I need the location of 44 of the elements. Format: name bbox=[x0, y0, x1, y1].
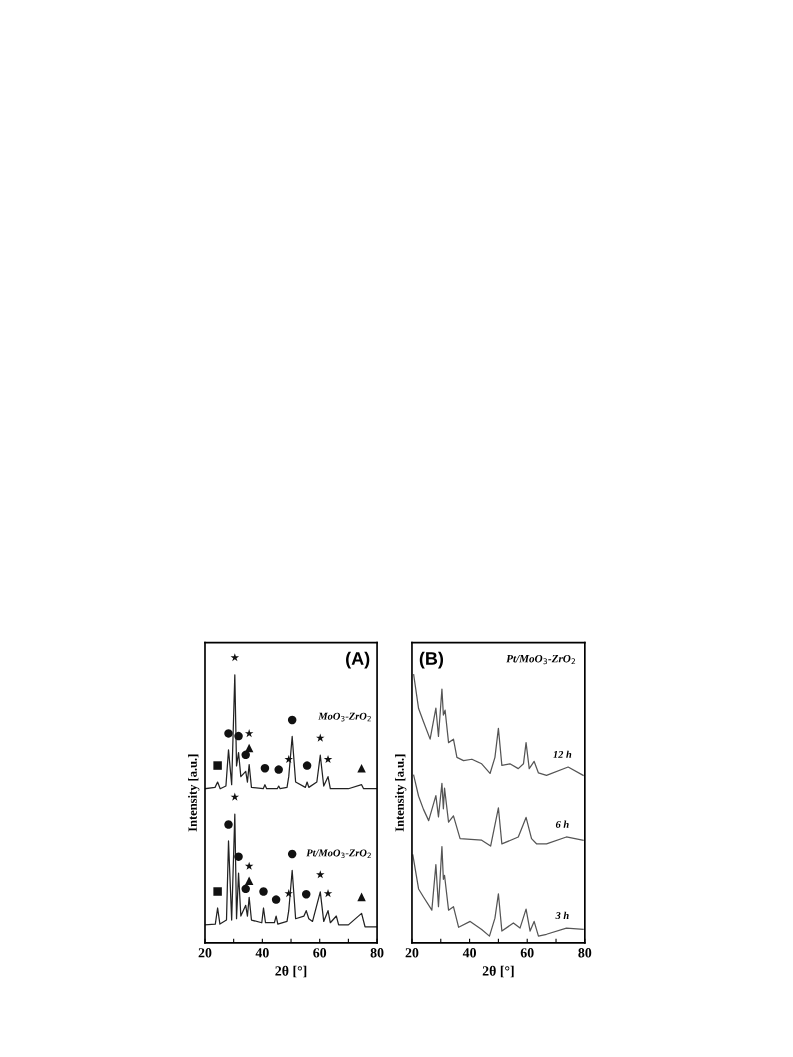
y-axis-title: Intensity [a.u.] bbox=[395, 754, 407, 832]
x-axis-title: 2θ [°] bbox=[482, 965, 514, 978]
annotation: ● bbox=[301, 889, 311, 899]
series-label: 6 h bbox=[555, 820, 569, 828]
x-tick-label: 20 bbox=[405, 948, 419, 958]
x-tick-label: 80 bbox=[370, 948, 384, 958]
annotation: ● bbox=[224, 729, 233, 738]
x-tick-label: 40 bbox=[462, 948, 476, 958]
text: MoO$_{3}$-ZrO$_{2}$ bbox=[318, 712, 371, 722]
x-tick-label: 40 bbox=[255, 948, 269, 958]
annotation: ■ bbox=[213, 761, 222, 770]
annotation: ★ bbox=[323, 889, 333, 898]
x-tick-label: 60 bbox=[313, 948, 327, 958]
y-axis-title: Intensity [a.u.] bbox=[188, 754, 200, 832]
x-tick-label: 20 bbox=[198, 948, 212, 958]
series-label: Pt/MoO$_{3}$-ZrO$_{2}$ bbox=[306, 849, 371, 859]
annotation: ● bbox=[287, 849, 297, 859]
annotation: ● bbox=[287, 715, 297, 725]
series-label: 3 h bbox=[555, 911, 569, 920]
annotation: ▲ bbox=[244, 876, 254, 886]
chart-title: (A) bbox=[346, 651, 370, 669]
annotation: ★ bbox=[230, 792, 240, 801]
annotation: ● bbox=[224, 820, 233, 829]
annotation: ★ bbox=[244, 861, 254, 870]
chart-title: (B) bbox=[419, 651, 444, 669]
annotation: ● bbox=[271, 895, 281, 904]
x-axis-title: 2θ [°] bbox=[275, 965, 307, 978]
annotation: ● bbox=[241, 884, 250, 894]
annotation: ● bbox=[259, 887, 268, 896]
annotation: ● bbox=[274, 765, 283, 774]
text: Pt/MoO$_{3}$-ZrO$_{2}$ bbox=[506, 654, 576, 665]
x-tick-label: 60 bbox=[520, 948, 534, 958]
annotation: ★ bbox=[316, 870, 325, 879]
annotation: ★ bbox=[316, 733, 325, 742]
annotation: ● bbox=[260, 763, 270, 773]
annotation: ★ bbox=[244, 729, 254, 738]
series-label: 12 h bbox=[553, 750, 572, 758]
annotation: ■ bbox=[213, 887, 222, 896]
x-tick-label: 80 bbox=[578, 948, 592, 958]
annotation: ▲ bbox=[357, 763, 366, 773]
annotation: ● bbox=[302, 761, 312, 770]
annotation: ★ bbox=[323, 755, 333, 764]
annotation: ▲ bbox=[357, 892, 366, 902]
annotation: ★ bbox=[230, 653, 240, 662]
